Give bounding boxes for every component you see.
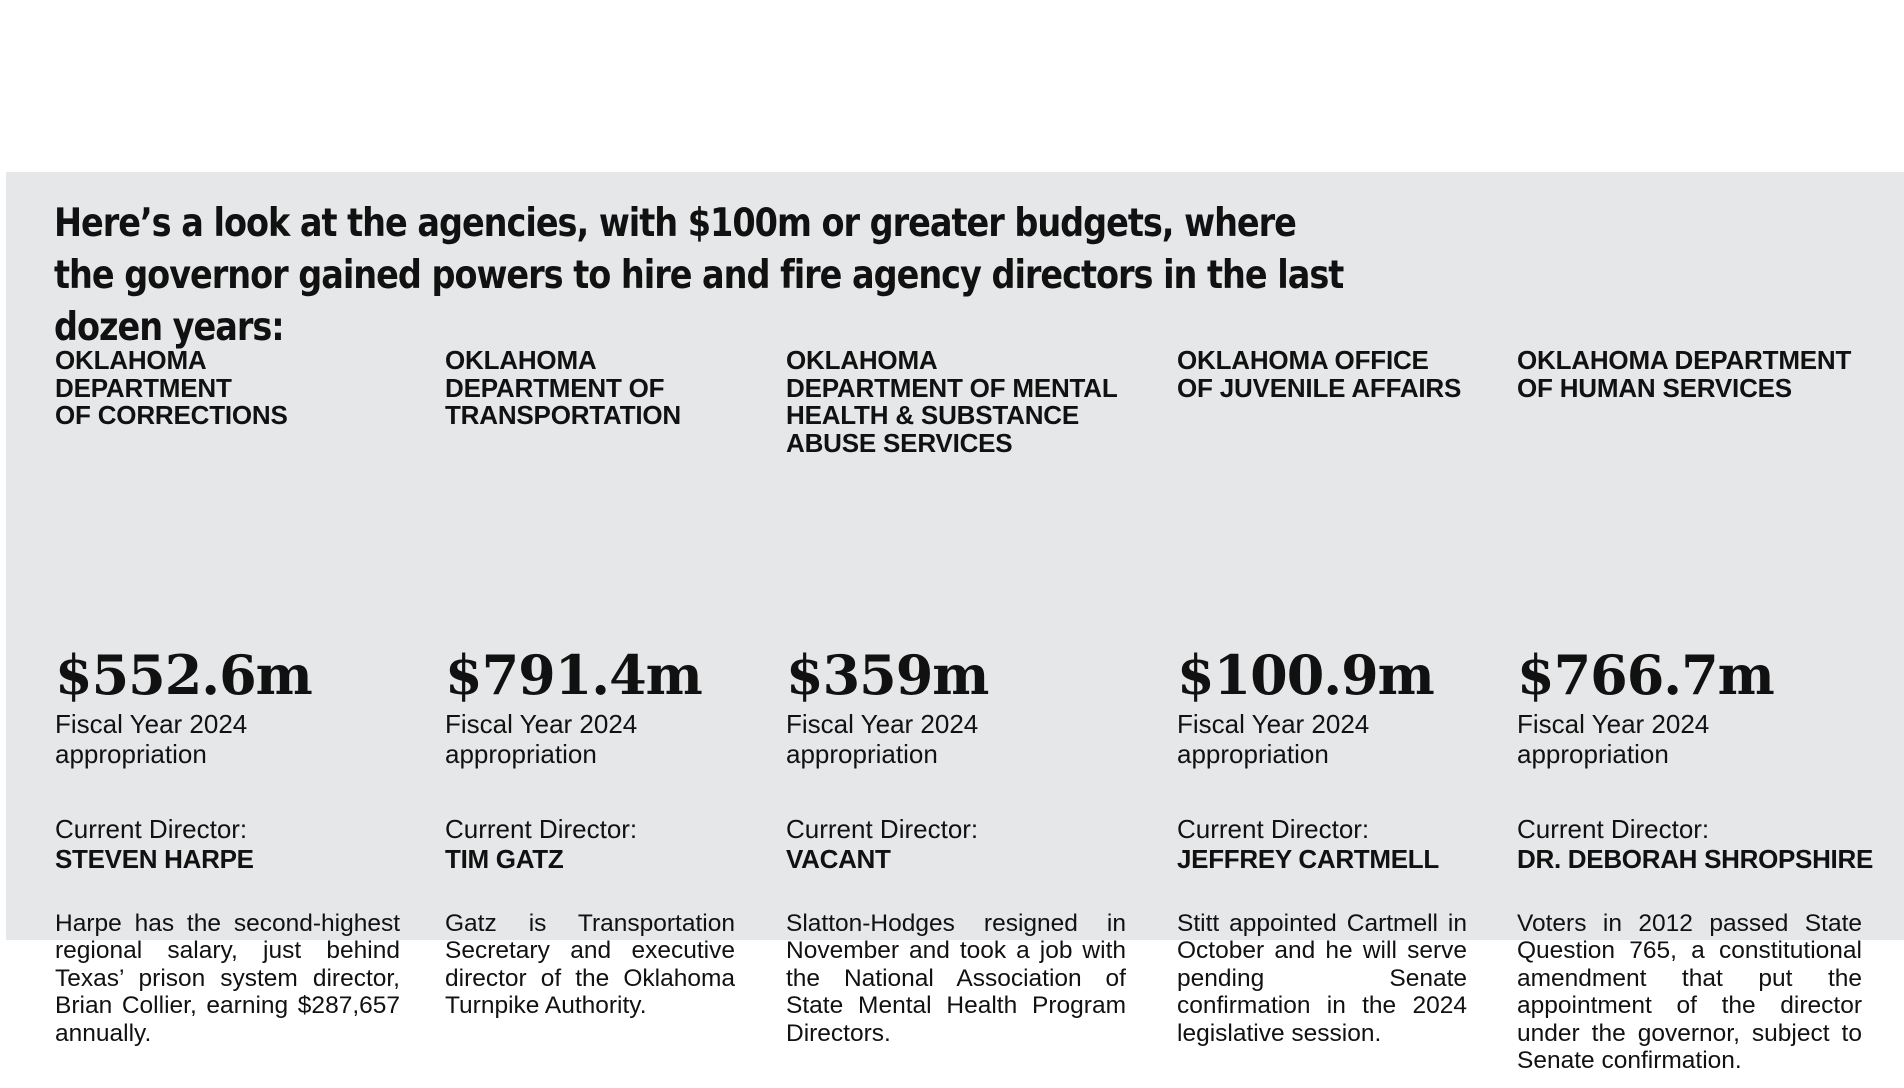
current-director-label: Current Director: [1177,814,1370,844]
current-director-label: Current Director: [445,814,638,844]
agency-name: OKLAHOMA DEPARTMENT OF TRANSPORTATION [445,345,681,430]
agency-budget: $791.4m [445,643,703,707]
fiscal-year-label: Fiscal Year 2024 appropriation [55,709,248,769]
fiscal-year-label: Fiscal Year 2024 appropriation [786,709,979,769]
agency-description: Harpe has the second-highest regional sa… [55,910,400,1047]
director-name: STEVEN HARPE [55,844,254,874]
agency-description: Voters in 2012 passed State Question 765… [1517,910,1862,1075]
agency-description: Stitt appointed Cartmell in October and … [1177,910,1467,1047]
agency-column-mental-health: OKLAHOMA DEPARTMENT OF MENTAL HEALTH & S… [786,345,1126,1046]
agency-column-transportation: OKLAHOMA DEPARTMENT OF TRANSPORTATION $7… [445,345,735,1019]
agency-description: Slatton-Hodges resigned in November and … [786,910,1126,1047]
current-director-label: Current Director: [786,814,979,844]
agency-column-corrections: OKLAHOMA DEPARTMENT OF CORRECTIONS $552.… [55,345,400,1046]
agency-name: OKLAHOMA DEPARTMENT OF CORRECTIONS [55,345,288,430]
current-director-label: Current Director: [1517,814,1710,844]
agency-name: OKLAHOMA OFFICE OF JUVENILE AFFAIRS [1177,345,1462,403]
fiscal-year-label: Fiscal Year 2024 appropriation [445,709,638,769]
agency-description: Gatz is Transportation Secretary and exe… [445,910,735,1020]
agency-budget: $100.9m [1177,643,1435,707]
infographic-panel: Here’s a look at the agencies, with $100… [6,172,1904,1074]
agency-name: OKLAHOMA DEPARTMENT OF HUMAN SERVICES [1517,345,1852,403]
current-director-label: Current Director: [55,814,248,844]
director-name: TIM GATZ [445,844,564,874]
fiscal-year-label: Fiscal Year 2024 appropriation [1517,709,1710,769]
headline: Here’s a look at the agencies, with $100… [54,201,1344,350]
fiscal-year-label: Fiscal Year 2024 appropriation [1177,709,1370,769]
director-name: DR. DEBORAH SHROPSHIRE [1517,844,1873,874]
agency-name: OKLAHOMA DEPARTMENT OF MENTAL HEALTH & S… [786,345,1118,458]
agency-budget: $359m [786,643,989,707]
agency-column-juvenile-affairs: OKLAHOMA OFFICE OF JUVENILE AFFAIRS $100… [1177,345,1467,1046]
director-name: JEFFREY CARTMELL [1177,844,1439,874]
agency-column-human-services: OKLAHOMA DEPARTMENT OF HUMAN SERVICES $7… [1517,345,1873,1074]
agency-budget: $766.7m [1517,643,1775,707]
agency-budget: $552.6m [55,643,313,707]
director-name: VACANT [786,844,891,874]
